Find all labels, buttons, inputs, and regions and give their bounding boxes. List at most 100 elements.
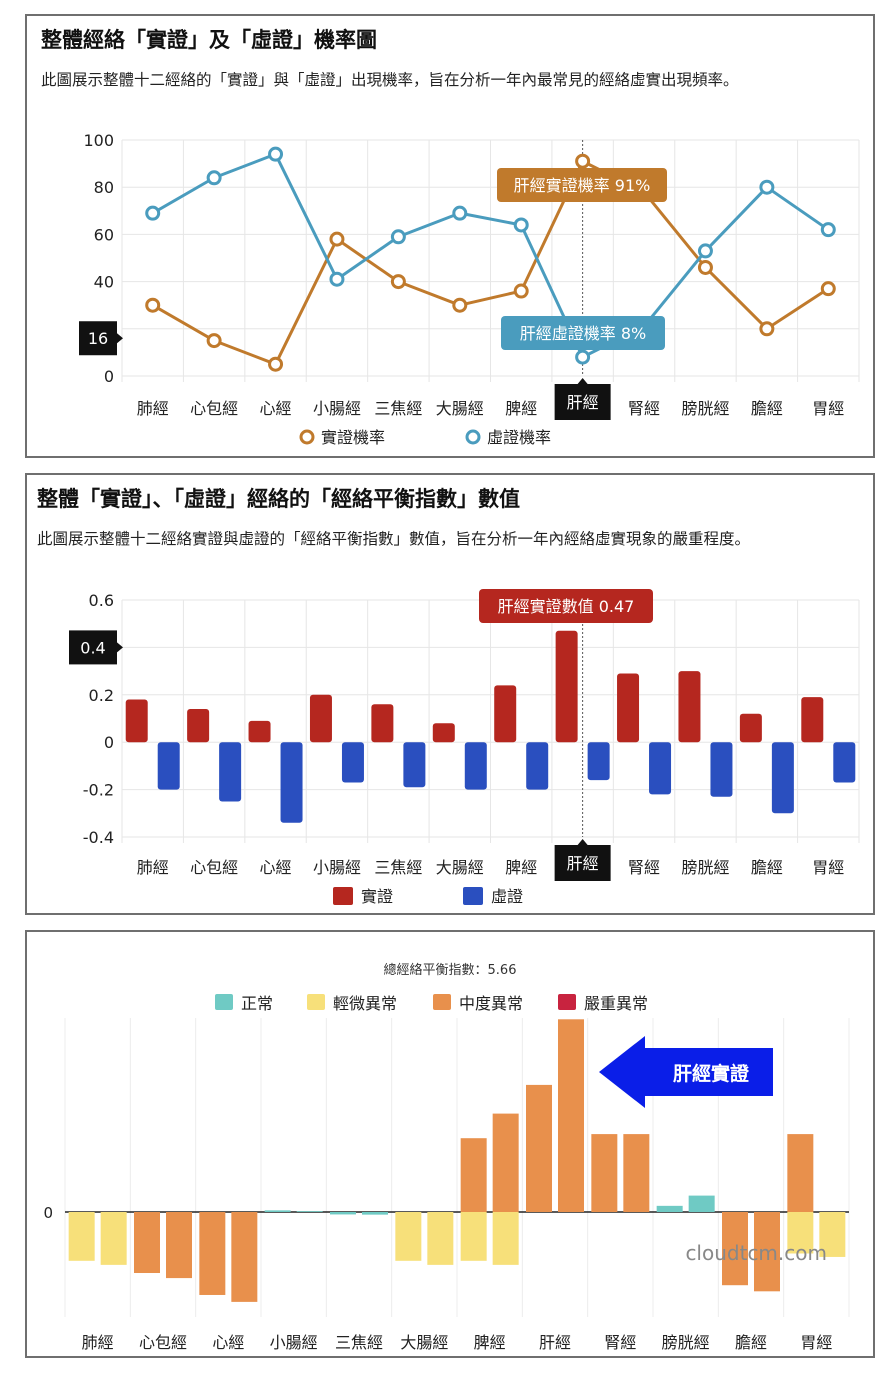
x-tick-label: 心經: [260, 399, 292, 418]
hover-x-label: 肝經: [567, 854, 599, 873]
data-point: [206, 333, 222, 349]
data-point: [268, 146, 284, 162]
data-point: [145, 205, 161, 221]
bar-negative: [166, 1212, 192, 1279]
hover-y-label-pointer: [117, 642, 123, 653]
y-zero-label: 0: [43, 1204, 53, 1222]
bar-positive: [492, 1113, 519, 1212]
data-point: [390, 229, 406, 245]
legend-marker: [215, 994, 233, 1010]
annotation-arrow: [599, 1036, 773, 1108]
data-point: [759, 321, 775, 337]
x-tick-label: 膽經: [735, 1333, 767, 1352]
bar-positive: [656, 1205, 683, 1212]
bar-positive: [591, 1134, 618, 1212]
bar-deficient: [157, 742, 180, 790]
bar-real: [125, 699, 148, 743]
bar-deficient: [649, 742, 672, 795]
bar-deficient: [833, 742, 856, 783]
chart3-title: 總經絡平衡指數：5.66: [384, 962, 517, 978]
bar-positive: [460, 1138, 487, 1212]
hover-x-label-box: [554, 845, 611, 881]
legend-label: 中度異常: [459, 994, 523, 1013]
hover-y-label: 0.4: [80, 638, 105, 657]
data-point: [329, 231, 345, 247]
x-tick-label: 膀胱經: [662, 1333, 710, 1352]
bar-negative: [754, 1212, 780, 1292]
data-point: [268, 356, 284, 372]
bar-deficient: [464, 742, 487, 790]
data-point: [575, 153, 591, 169]
bar-deficient: [710, 742, 733, 797]
x-tick-label: 三焦經: [374, 399, 422, 418]
y-tick-label: 40: [94, 273, 114, 292]
y-tick-label: -0.2: [83, 781, 114, 800]
bar-real: [555, 630, 578, 743]
bar-positive: [296, 1211, 323, 1212]
x-tick-label: 胃經: [812, 858, 844, 877]
hover-y-label: 16: [88, 329, 108, 348]
bar-negative: [722, 1212, 748, 1286]
x-tick-label: 心包經: [190, 858, 238, 877]
bar-deficient: [403, 742, 426, 788]
chart2-description: 此圖展示整體十二經絡實證與虛證的「經絡平衡指數」數值，旨在分析一年內經絡虛實現象…: [37, 530, 751, 548]
x-tick-label: 大腸經: [400, 1333, 448, 1352]
legend-label: 虛證: [491, 887, 523, 906]
x-tick-label: 腎經: [628, 858, 660, 877]
legend-marker: [333, 887, 353, 905]
bar-positive: [787, 1134, 814, 1212]
legend-marker: [299, 429, 315, 445]
x-tick-label: 肝經: [539, 1333, 571, 1352]
x-tick-label: 脾經: [505, 858, 537, 877]
x-tick-label: 腎經: [628, 399, 660, 418]
x-tick-label: 肺經: [137, 858, 169, 877]
x-tick-label: 脾經: [505, 399, 537, 418]
x-tick-label: 三焦經: [374, 858, 422, 877]
tooltip-deficient-box: [501, 316, 665, 350]
x-tick-label: 肺經: [82, 1333, 114, 1352]
bar-deficient: [771, 742, 794, 814]
bar-negative: [199, 1212, 226, 1295]
bar-negative: [819, 1212, 846, 1257]
hover-x-label-pointer: [577, 378, 588, 384]
x-tick-label: 膀胱經: [681, 858, 729, 877]
chart1-title: 整體經絡「實證」及「虛證」機率圖: [41, 28, 377, 52]
x-tick-label: 脾經: [474, 1333, 506, 1352]
hover-y-label-box: [79, 321, 117, 356]
legend-label: 虛證機率: [487, 428, 551, 447]
x-tick-label: 胃經: [812, 399, 844, 418]
probability-chart-panel: 整體經絡「實證」及「虛證」機率圖 此圖展示整體十二經絡的「實證」與「虛證」出現機…: [25, 14, 875, 458]
hover-x-label-pointer: [577, 839, 588, 845]
legend-label: 正常: [241, 994, 273, 1013]
bar-real: [309, 694, 332, 743]
x-tick-label: 肺經: [137, 399, 169, 418]
bar-real: [617, 673, 640, 743]
legend-label: 實證: [361, 887, 393, 906]
data-point: [390, 274, 406, 290]
x-tick-label: 心包經: [190, 399, 238, 418]
bar-positive: [558, 1019, 584, 1212]
x-tick-label: 心經: [260, 858, 292, 877]
bar-negative: [362, 1212, 388, 1215]
x-tick-label: 小腸經: [313, 858, 361, 877]
series-line-real: [151, 159, 830, 366]
total-balance-chart-panel: 總經絡平衡指數：5.66 正常 輕微異常 中度異常 嚴重異常 0 肺經 心包經 心經 小腸經 三焦經…: [25, 930, 875, 1358]
y-tick-label: 0: [104, 733, 114, 752]
data-point: [206, 170, 222, 186]
bar-real: [678, 671, 701, 743]
y-tick-label: 0: [104, 367, 114, 386]
bar-real: [432, 723, 455, 743]
probability-line-chart[interactable]: 020406080100肺經心包經心經小腸經三焦經大腸經脾經肝經腎經膀胱經膽經胃…: [27, 16, 873, 456]
bar-real: [187, 709, 210, 743]
total-balance-bar-chart[interactable]: 總經絡平衡指數：5.66 正常 輕微異常 中度異常 嚴重異常 0 肺經 心包經 心經 小腸經 三焦經…: [27, 932, 873, 1356]
x-tick-label: 心經: [212, 1333, 244, 1352]
hover-x-label: 肝經: [567, 393, 599, 412]
x-tick-label: 小腸經: [313, 399, 361, 418]
balance-index-chart-panel: 整體「實證」、「虛證」經絡的「經絡平衡指數」數值 此圖展示整體十二經絡實證與虛證…: [25, 473, 875, 915]
data-point: [452, 297, 468, 313]
hover-y-label-box: [69, 630, 117, 665]
bar-negative: [231, 1212, 258, 1302]
chart1-description: 此圖展示整體十二經絡的「實證」與「虛證」出現機率，旨在分析一年內最常見的經絡虛實…: [41, 71, 739, 89]
x-tick-label: 心包經: [139, 1333, 187, 1352]
